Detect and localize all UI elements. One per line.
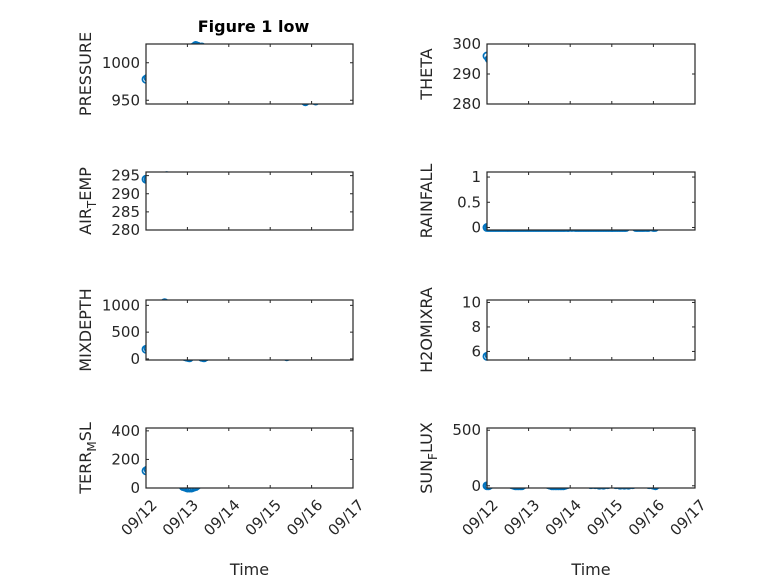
x-axis-label: Time (570, 560, 610, 579)
y-tick-label: 0 (471, 477, 481, 495)
y-tick-label: 290 (452, 65, 481, 83)
y-axis-label-main: TERR (76, 452, 95, 495)
y-axis-label-subscript: T (85, 200, 99, 209)
x-tick-label: 09/12 (458, 496, 501, 539)
y-tick-label: 500 (452, 421, 481, 439)
y-axis-label: AIRTEMP (76, 167, 99, 235)
y-tick-label: 0 (471, 218, 481, 236)
y-axis-label-rest: SL (76, 422, 95, 441)
y-tick-label: 300 (452, 35, 481, 53)
x-tick-label: 09/14 (200, 496, 243, 539)
axes-frame (486, 299, 696, 361)
y-axis-label: MIXDEPTH (76, 288, 95, 371)
y-tick-label: 6 (471, 342, 481, 360)
y-axis-label-main: AIR (76, 208, 95, 235)
y-axis-label-rest: LUX (417, 422, 436, 453)
axes-frame (145, 43, 354, 105)
subplot-6: 6 8 10 H2OMIXRA (417, 287, 696, 373)
x-tick-label: 09/17 (324, 496, 367, 539)
axes-frame (145, 299, 354, 361)
subplot-5: 0 500 1000 MIXDEPTH (76, 288, 354, 372)
y-axis-label: RAINFALL (417, 164, 436, 239)
y-axis-label-subscript: F (426, 453, 440, 460)
y-tick-label: 1000 (102, 54, 140, 72)
subplot-4: 0 0.5 1 RAINFALL (417, 164, 696, 239)
x-tick-label: 09/12 (117, 496, 160, 539)
axes-frame (145, 427, 354, 489)
y-axis-label: SUNFLUX (417, 422, 440, 494)
y-tick-label: 285 (111, 203, 140, 221)
y-axis-label: THETA (417, 48, 436, 100)
chart-title: Figure 1 low (198, 17, 310, 36)
axes-frame (486, 171, 696, 231)
y-tick-label: 295 (111, 167, 140, 185)
axes-frame (486, 427, 696, 489)
x-tick-label: 09/15 (242, 496, 285, 539)
y-axis-label: PRESSURE (76, 32, 95, 116)
y-tick-label: 400 (111, 422, 140, 440)
x-tick-label: 09/13 (159, 496, 202, 539)
y-tick-label: 1 (471, 168, 481, 186)
y-tick-label: 950 (111, 91, 140, 109)
subplot-2: 280 290 300 THETA (417, 35, 696, 113)
y-tick-label: 500 (111, 323, 140, 341)
y-tick-label: 10 (462, 293, 481, 311)
subplot-1: 950 1000 PRESSURE Figure 1 low (76, 17, 354, 116)
axes-frame (486, 43, 696, 105)
y-axis-label-rest: EMP (76, 167, 95, 201)
x-tick-label: 09/15 (583, 496, 626, 539)
y-tick-label: 0 (130, 350, 140, 368)
y-tick-label: 0 (130, 479, 140, 497)
y-axis-label: H2OMIXRA (417, 287, 436, 373)
x-tick-label: 09/13 (500, 496, 543, 539)
x-tick-label: 09/16 (625, 496, 668, 539)
y-tick-label: 0.5 (457, 193, 481, 211)
x-tick-label: 09/14 (542, 496, 585, 539)
y-tick-label: 280 (111, 221, 140, 239)
x-axis-label: Time (229, 560, 269, 579)
y-tick-label: 200 (111, 450, 140, 468)
x-tick-label: 09/17 (666, 496, 709, 539)
y-axis-label: TERRMSL (76, 422, 99, 495)
y-tick-label: 280 (452, 95, 481, 113)
y-axis-label-main: SUN (417, 460, 436, 494)
y-axis-label-subscript: M (85, 441, 99, 451)
y-tick-label: 1000 (102, 296, 140, 314)
y-tick-label: 290 (111, 185, 140, 203)
x-tick-label: 09/16 (283, 496, 326, 539)
y-tick-label: 8 (471, 318, 481, 336)
axes-frame (145, 171, 354, 231)
